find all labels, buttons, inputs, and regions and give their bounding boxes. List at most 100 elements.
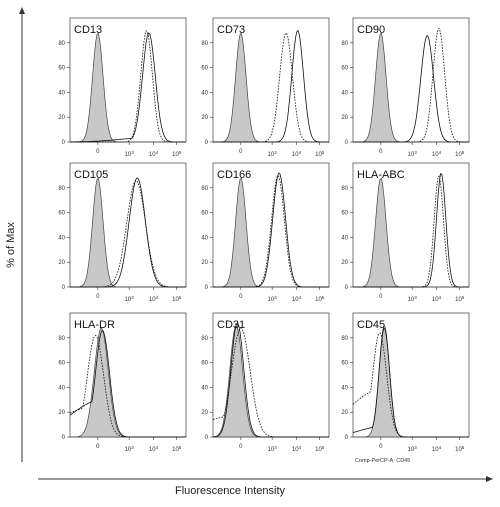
panel-frame (212, 162, 330, 288)
y-tick-label: 80 (58, 41, 65, 47)
y-tick-label: 20 (341, 115, 348, 121)
panel-title: HLA-ABC (357, 169, 405, 181)
x-tick-label: 104 (432, 295, 442, 304)
y-tick-label: 0 (345, 285, 349, 291)
y-tick-label: 40 (201, 90, 208, 96)
x-tick-label: 104 (149, 295, 159, 304)
histogram-panel-hla-dr: 0 20 40 60 80 0 103 104 105 HLA-DR (58, 312, 187, 454)
y-axis-label: % of Max (5, 222, 17, 268)
y-tick-label: 40 (58, 90, 65, 96)
histogram-line-dotted (353, 27, 469, 143)
y-tick-label: 80 (341, 186, 348, 192)
y-tick-label: 0 (62, 435, 66, 441)
x-tick-label: 103 (125, 445, 135, 454)
x-tick-label: 105 (455, 445, 465, 454)
x-tick-label: 0 (379, 444, 383, 450)
panel-frame (212, 17, 330, 143)
panel-frame (69, 162, 187, 288)
histogram-line-dotted (213, 175, 329, 288)
y-tick-label: 20 (341, 410, 348, 416)
y-tick-label: 60 (201, 66, 208, 72)
y-tick-label: 60 (341, 211, 348, 217)
histogram-line-dotted (352, 332, 469, 438)
x-tick-label: 103 (268, 295, 278, 304)
y-tick-label: 60 (201, 361, 208, 367)
x-tick-label: 103 (408, 295, 418, 304)
x-tick-label: 103 (125, 295, 135, 304)
histogram-panel-cd90: 0 20 40 60 80 0 103 104 105 CD90 (341, 17, 470, 159)
y-tick-label: 20 (201, 260, 208, 266)
x-tick-label: 104 (432, 150, 442, 159)
y-tick-label: 40 (58, 235, 65, 241)
x-tick-label: 0 (379, 149, 383, 155)
y-tick-label: 0 (205, 285, 209, 291)
x-tick-label: 0 (96, 149, 100, 155)
x-tick-label: 105 (455, 295, 465, 304)
x-tick-label: 0 (96, 294, 100, 300)
y-tick-label: 40 (58, 385, 65, 391)
x-tick-label: 0 (239, 149, 243, 155)
x-tick-label: 104 (149, 445, 159, 454)
y-tick-label: 20 (201, 115, 208, 121)
panel-title: CD105 (74, 169, 108, 181)
y-tick-label: 20 (201, 410, 208, 416)
histogram-line-solid (70, 32, 186, 143)
y-tick-label: 0 (345, 140, 349, 146)
y-tick-label: 60 (341, 66, 348, 72)
x-tick-label: 105 (455, 150, 465, 159)
x-tick-label: 105 (172, 295, 182, 304)
x-axis-label: Fluorescence Intensity (175, 485, 286, 497)
x-tick-label: 103 (268, 445, 278, 454)
histogram-line-dotted (69, 334, 186, 438)
panel-frame (352, 17, 470, 143)
y-tick-label: 20 (58, 115, 65, 121)
panel-title: CD13 (74, 24, 102, 36)
x-tick-label: 105 (315, 295, 325, 304)
x-tick-label: 104 (292, 150, 302, 159)
y-tick-label: 20 (58, 410, 65, 416)
histogram-panel-cd45: 0 20 40 60 80 0 103 104 105 CD45 (341, 312, 470, 454)
y-tick-label: 80 (201, 336, 208, 342)
histogram-panel-cd13: 0 20 40 60 80 0 103 104 105 CD13 (58, 17, 187, 159)
histogram-line-dotted (213, 32, 329, 143)
x-tick-label: 105 (315, 445, 325, 454)
y-tick-label: 20 (58, 260, 65, 266)
x-tick-label: 0 (239, 444, 243, 450)
y-tick-label: 80 (58, 336, 65, 342)
panel-title: CD45 (357, 319, 385, 331)
y-tick-label: 40 (341, 235, 348, 241)
x-tick-label: 0 (96, 444, 100, 450)
histogram-line-dotted (70, 30, 186, 143)
x-tick-label: 104 (432, 445, 442, 454)
x-tick-label: 105 (172, 445, 182, 454)
x-tick-label: 104 (292, 295, 302, 304)
x-tick-label: 0 (239, 294, 243, 300)
y-tick-label: 40 (341, 385, 348, 391)
histogram-panel-hla-abc: 0 20 40 60 80 0 103 104 105 HLA-ABC (341, 162, 470, 304)
y-tick-label: 0 (345, 435, 349, 441)
histogram-line-dotted (70, 180, 186, 288)
y-tick-label: 40 (201, 235, 208, 241)
panel-frame (352, 312, 470, 438)
x-tick-label: 103 (408, 445, 418, 454)
histogram-line-dotted (353, 175, 469, 288)
histogram-line-dotted (212, 327, 329, 438)
x-tick-label: 104 (149, 150, 159, 159)
x-tick-label: 105 (172, 150, 182, 159)
panel-frame (69, 17, 187, 143)
panel-title: HLA-DR (74, 319, 115, 331)
y-tick-label: 60 (58, 211, 65, 217)
cd45-axis-caption: Comp-PerCP-A: CD45 (355, 458, 410, 464)
panel-title: CD73 (217, 24, 245, 36)
y-tick-label: 80 (201, 186, 208, 192)
y-tick-label: 60 (341, 361, 348, 367)
y-tick-label: 40 (201, 385, 208, 391)
x-tick-label: 103 (125, 150, 135, 159)
histogram-panel-cd166: 0 20 40 60 80 0 103 104 105 CD166 (201, 162, 330, 304)
histogram-line-solid (353, 35, 469, 143)
histogram-line-solid (213, 29, 329, 143)
y-tick-label: 60 (201, 211, 208, 217)
x-tick-label: 0 (379, 294, 383, 300)
y-tick-label: 0 (205, 140, 209, 146)
